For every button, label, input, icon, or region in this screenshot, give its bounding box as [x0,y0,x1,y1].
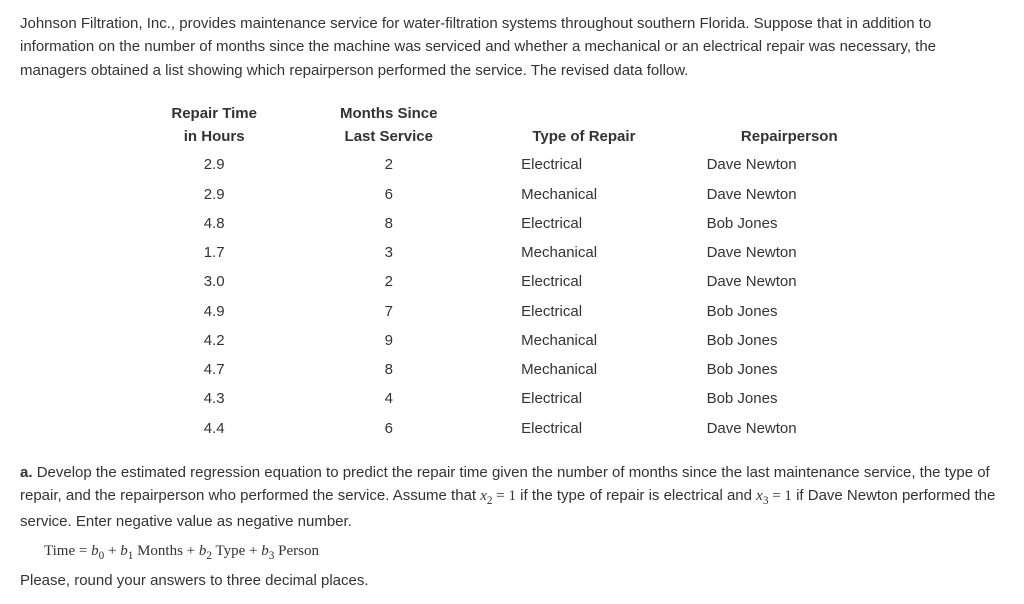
var-x3: x [756,488,763,504]
eq-type: Type [212,543,245,559]
table-row: 4.34ElectricalBob Jones [132,384,892,413]
header-months-line1: Months Since [304,102,473,125]
header-repairperson: Repairperson [687,100,892,151]
cell-repair-time: 4.9 [132,297,296,326]
header-months-since: Months Since Last Service [296,100,481,151]
cell-type: Electrical [481,209,686,238]
cell-months: 2 [296,267,481,296]
table-row: 4.46ElectricalDave Newton [132,414,892,443]
cell-months: 6 [296,180,481,209]
cell-months: 6 [296,414,481,443]
cell-repair-time: 4.8 [132,209,296,238]
cell-repair-time: 4.3 [132,384,296,413]
header-months-line2: Last Service [304,125,473,148]
cell-months: 7 [296,297,481,326]
cell-person: Bob Jones [687,297,892,326]
eq-plus1: + [104,543,120,559]
cell-person: Dave Newton [687,180,892,209]
table-row: 4.97ElectricalBob Jones [132,297,892,326]
cell-repair-time: 2.9 [132,180,296,209]
eq-b0: b [91,543,99,559]
cell-type: Electrical [481,150,686,179]
eq-x3-val: = 1 [768,488,791,504]
question-a: a. Develop the estimated regression equa… [20,461,1004,534]
eq-b1: b [120,543,128,559]
header-repair-time: Repair Time in Hours [132,100,296,151]
header-type-of-repair: Type of Repair [481,100,686,151]
cell-type: Electrical [481,267,686,296]
header-repair-time-line1: Repair Time [140,102,288,125]
cell-type: Electrical [481,414,686,443]
cell-type: Mechanical [481,326,686,355]
var-x2: x [480,488,487,504]
cell-months: 8 [296,355,481,384]
eq-time-label: Time [44,543,75,559]
cell-months: 9 [296,326,481,355]
question-a-text-mid: if the type of repair is electrical and [516,487,756,504]
intro-paragraph: Johnson Filtration, Inc., provides maint… [20,12,1004,82]
cell-months: 8 [296,209,481,238]
cell-repair-time: 4.4 [132,414,296,443]
cell-type: Mechanical [481,238,686,267]
eq-equals: = [75,543,91,559]
eq-plus3: + [245,543,261,559]
table-body: 2.92ElectricalDave Newton2.96MechanicalD… [132,150,892,443]
data-table: Repair Time in Hours Months Since Last S… [132,100,892,443]
cell-person: Bob Jones [687,384,892,413]
round-instruction: Please, round your answers to three deci… [20,569,1004,592]
table-row: 1.73MechanicalDave Newton [132,238,892,267]
table-row: 4.29MechanicalBob Jones [132,326,892,355]
cell-type: Mechanical [481,355,686,384]
cell-person: Dave Newton [687,238,892,267]
cell-repair-time: 3.0 [132,267,296,296]
cell-type: Electrical [481,297,686,326]
table-row: 4.88ElectricalBob Jones [132,209,892,238]
cell-person: Dave Newton [687,267,892,296]
cell-months: 4 [296,384,481,413]
cell-months: 2 [296,150,481,179]
table-row: 3.02ElectricalDave Newton [132,267,892,296]
eq-months: Months [133,543,183,559]
table-row: 2.96MechanicalDave Newton [132,180,892,209]
eq-b3: b [261,543,269,559]
header-repair-time-line2: in Hours [140,125,288,148]
cell-repair-time: 1.7 [132,238,296,267]
eq-plus2: + [183,543,199,559]
cell-repair-time: 4.2 [132,326,296,355]
cell-person: Bob Jones [687,355,892,384]
regression-equation: Time = b0 + b1 Months + b2 Type + b3 Per… [44,540,1004,565]
table-row: 2.92ElectricalDave Newton [132,150,892,179]
cell-repair-time: 2.9 [132,150,296,179]
cell-type: Electrical [481,384,686,413]
cell-person: Dave Newton [687,414,892,443]
eq-person: Person [274,543,319,559]
eq-x2-val: = 1 [493,488,516,504]
cell-repair-time: 4.7 [132,355,296,384]
cell-months: 3 [296,238,481,267]
table-row: 4.78MechanicalBob Jones [132,355,892,384]
cell-type: Mechanical [481,180,686,209]
cell-person: Bob Jones [687,209,892,238]
question-a-label: a. [20,464,33,481]
cell-person: Bob Jones [687,326,892,355]
cell-person: Dave Newton [687,150,892,179]
